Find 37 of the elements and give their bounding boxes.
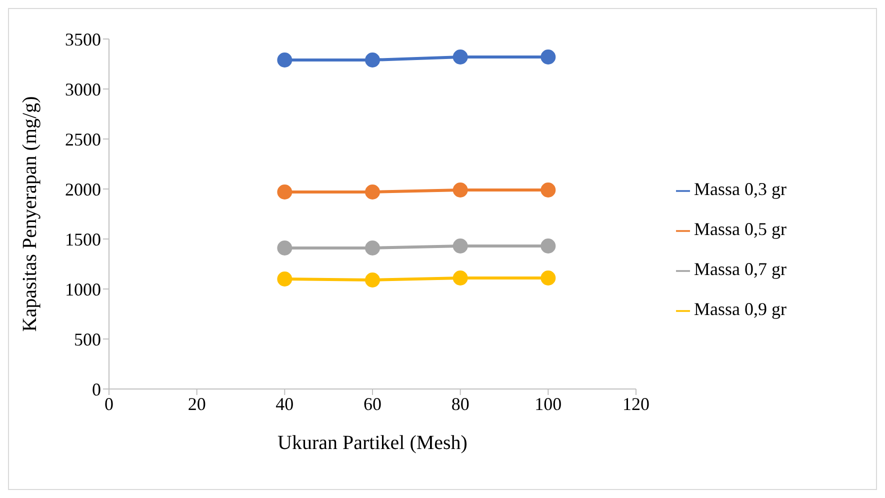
point	[365, 272, 380, 288]
y-tick-label: 1500	[65, 229, 101, 250]
point	[540, 270, 556, 286]
x-axis-title: Ukuran Partikel (Mesh)	[278, 432, 468, 454]
y-tick-label: 2000	[65, 179, 101, 200]
point	[365, 184, 380, 200]
y-tick-label: 3000	[65, 79, 101, 100]
legend-label: Massa 0,9 gr	[694, 299, 786, 319]
x-tick-label: 0	[104, 394, 114, 414]
legend-label: Massa 0,3 gr	[694, 179, 786, 199]
x-tick-label: 60	[364, 394, 382, 414]
x-tick-label: 120	[622, 394, 650, 414]
legend-label: Massa 0,7 gr	[694, 259, 786, 279]
point	[452, 182, 468, 198]
y-tick-label: 2500	[65, 129, 101, 150]
x-tick-label: 20	[188, 394, 206, 414]
point	[365, 52, 380, 68]
y-tick-label: 3500	[65, 29, 101, 50]
x-tick-label: 100	[534, 394, 562, 414]
y-tick-label: 0	[92, 379, 101, 400]
point	[277, 240, 292, 256]
point	[540, 182, 556, 198]
legend-label: Massa 0,5 gr	[694, 219, 786, 239]
y-axis-title: Kapasitas Penyerapan (mg/g)	[19, 96, 42, 332]
point	[452, 270, 468, 286]
x-tick-label: 40	[276, 394, 294, 414]
y-tick-label: 500	[74, 329, 101, 350]
point	[540, 238, 556, 254]
point	[452, 50, 468, 64]
point	[365, 240, 380, 256]
y-tick-label: 1000	[65, 279, 101, 300]
x-tick-label: 80	[451, 394, 470, 414]
point	[277, 184, 292, 200]
point	[540, 50, 556, 64]
point	[277, 272, 292, 286]
point	[452, 238, 468, 254]
point	[277, 52, 292, 68]
